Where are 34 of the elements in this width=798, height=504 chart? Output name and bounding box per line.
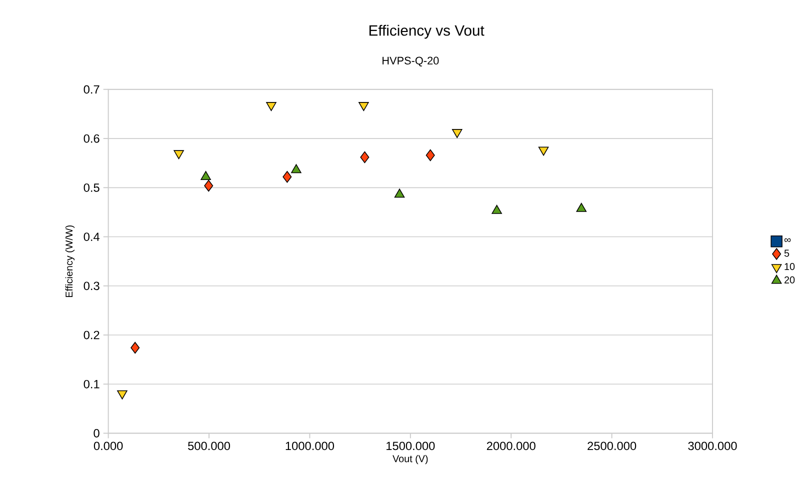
x-tick-label: 500.000 — [188, 442, 230, 450]
x-tick-label: 2500.000 — [588, 442, 636, 450]
x-tick-label: 1500.000 — [386, 442, 435, 450]
point — [538, 146, 549, 156]
chart-subtitle: HVPS-Q-20 — [382, 56, 439, 67]
point — [266, 102, 276, 112]
y-tick-label: 0.6 — [84, 134, 100, 143]
y-tick-label: 0.3 — [84, 282, 100, 290]
x-tick-label: 1000.000 — [286, 442, 334, 450]
point — [117, 390, 128, 400]
point — [174, 150, 184, 160]
y-tick-label: 0.7 — [84, 85, 100, 94]
y-tick-label: 0.1 — [84, 380, 100, 388]
point — [204, 180, 214, 192]
point — [426, 149, 435, 162]
point — [130, 342, 140, 354]
point — [360, 151, 370, 164]
x-tick-label: 2000.000 — [486, 442, 536, 450]
y-tick-label: 0.4 — [84, 232, 100, 242]
y-tick-label: 0 — [94, 429, 100, 438]
x-tick-label: 3000.000 — [688, 442, 737, 450]
point — [282, 171, 292, 183]
legend-label: 5 — [784, 250, 790, 257]
y-axis-title: Efficiency (W/W) — [65, 226, 75, 298]
point — [452, 129, 462, 138]
legend-label: ∞ — [784, 238, 791, 242]
y-tick-label: 0.5 — [84, 184, 100, 192]
chart-title: Efficiency vs Vout — [369, 24, 484, 39]
legend-label: 10 — [784, 263, 795, 270]
x-tick-label: 0.000 — [94, 442, 123, 450]
point — [358, 102, 369, 112]
legend-label: 20 — [784, 276, 795, 284]
x-axis-title: Vout (V) — [392, 455, 428, 464]
y-tick-label: 0.2 — [84, 330, 100, 340]
